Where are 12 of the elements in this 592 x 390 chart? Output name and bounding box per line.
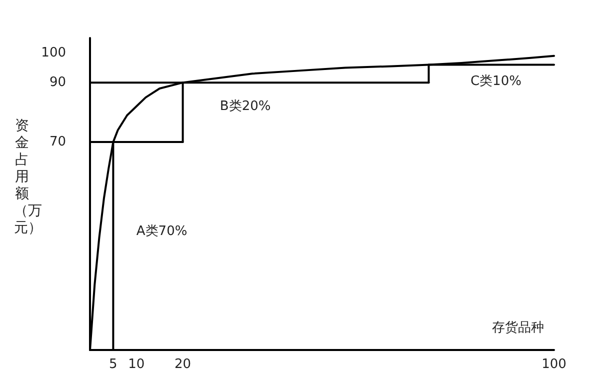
y-tick-label: 100 — [41, 45, 66, 60]
x-axis-title: 存货品种 — [492, 320, 544, 336]
y-axis-title: 资金占用额（万元） — [14, 118, 42, 237]
y-tick-label: 70 — [49, 134, 66, 150]
x-tick-label: 20 — [174, 357, 192, 372]
x-tick-label: 100 — [542, 357, 566, 372]
annotation: A类70% — [136, 224, 188, 239]
y-tick-label: 90 — [49, 75, 66, 90]
annotation: C类10% — [470, 74, 522, 90]
x-tick-label: 5 — [109, 357, 118, 372]
x-tick-label: 10 — [128, 357, 145, 372]
annotation: B类20% — [220, 99, 271, 114]
